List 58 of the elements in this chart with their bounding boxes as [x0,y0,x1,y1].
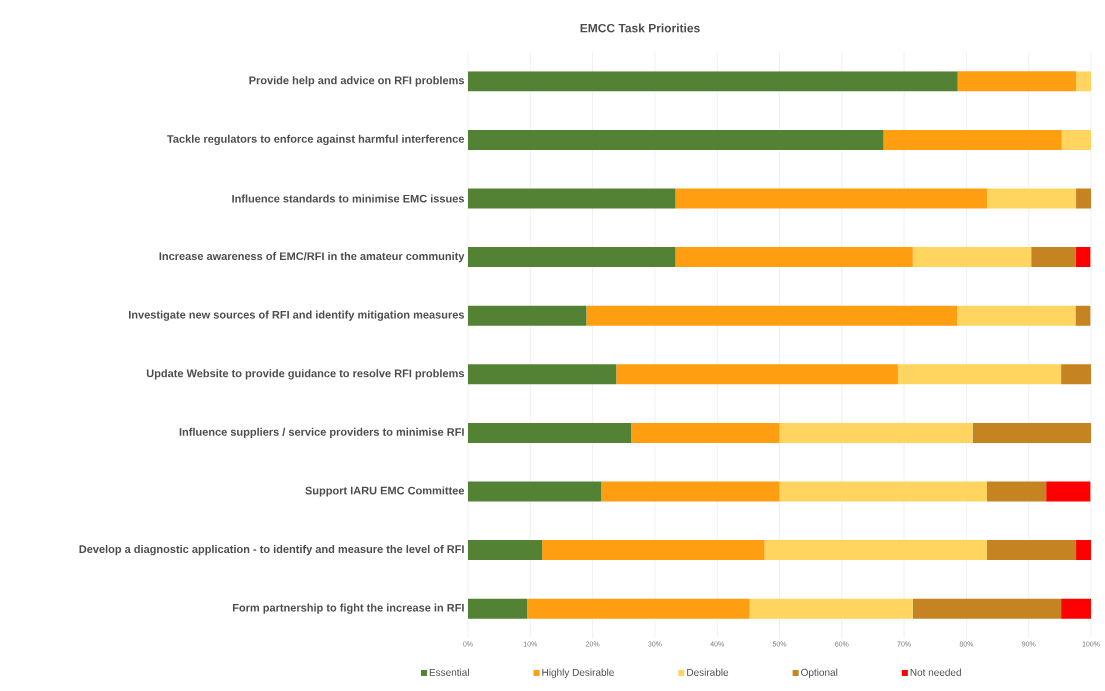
y-tick-label: Investigate new sources of RFI and identify mitigation measures [129,310,464,321]
y-tick-label: Increase awareness of EMC/RFI in the amateur community [159,251,465,263]
bar [527,598,750,619]
bar [912,247,1032,268]
bar [779,481,987,502]
bar [957,305,1076,326]
bar [1061,598,1092,619]
bar [957,71,1077,92]
bar [986,481,1047,502]
bar [749,598,913,619]
bar [601,481,780,502]
bar [1076,540,1092,561]
bar [675,247,913,268]
bar [1061,364,1092,385]
bar [675,188,987,209]
y-tick-label: Provide help and advice on RFI problems [249,76,465,87]
bar [468,540,543,561]
bar [764,540,987,561]
bar [912,598,1062,619]
legend-label: Not needed [910,668,961,676]
bar [986,188,1077,209]
y-tick-label: Influence suppliers / service providers to minimise RFI [179,427,464,439]
legend-label: Essential [429,668,469,676]
bar [1046,481,1091,502]
bar [897,364,1062,385]
y-tick-label: Update Website to provide guidance to resolve RFI problems [146,369,465,380]
legend-label: Highly Desirable [542,668,614,678]
bar [542,540,765,561]
y-tick-label: Support IARU EMC Committee [305,486,465,497]
y-tick-label: Tackle regulators to enforce against harmful interference [167,134,465,146]
y-tick-label: Influence standards to minimise EMC issues [232,194,465,203]
bar [468,129,884,150]
legend-label: Optional [801,668,838,678]
bar [468,481,602,502]
y-tick-label: Form partnership to fight the increase in RFI [232,603,464,614]
bar [631,422,780,443]
bar [468,305,587,326]
bar [468,364,617,385]
bar [586,305,958,326]
bar [468,71,958,92]
bar [468,247,676,268]
bar [986,540,1077,561]
bar [1031,247,1076,268]
bar [468,188,676,209]
bar [1076,71,1092,92]
bar [883,129,1062,150]
legend-label: Desirable [687,668,729,676]
bar [468,422,632,443]
chart-title: EMCC Task Priorities [580,23,700,33]
bar [616,364,898,385]
bar [779,422,973,443]
bar [1075,305,1091,326]
bar [1061,129,1092,150]
y-tick-label: Develop a diagnostic application - to identify and measure the level of RFI [79,544,464,556]
bar [468,598,528,619]
bar [1076,188,1092,209]
bar [972,422,1092,443]
bar [1075,247,1091,268]
